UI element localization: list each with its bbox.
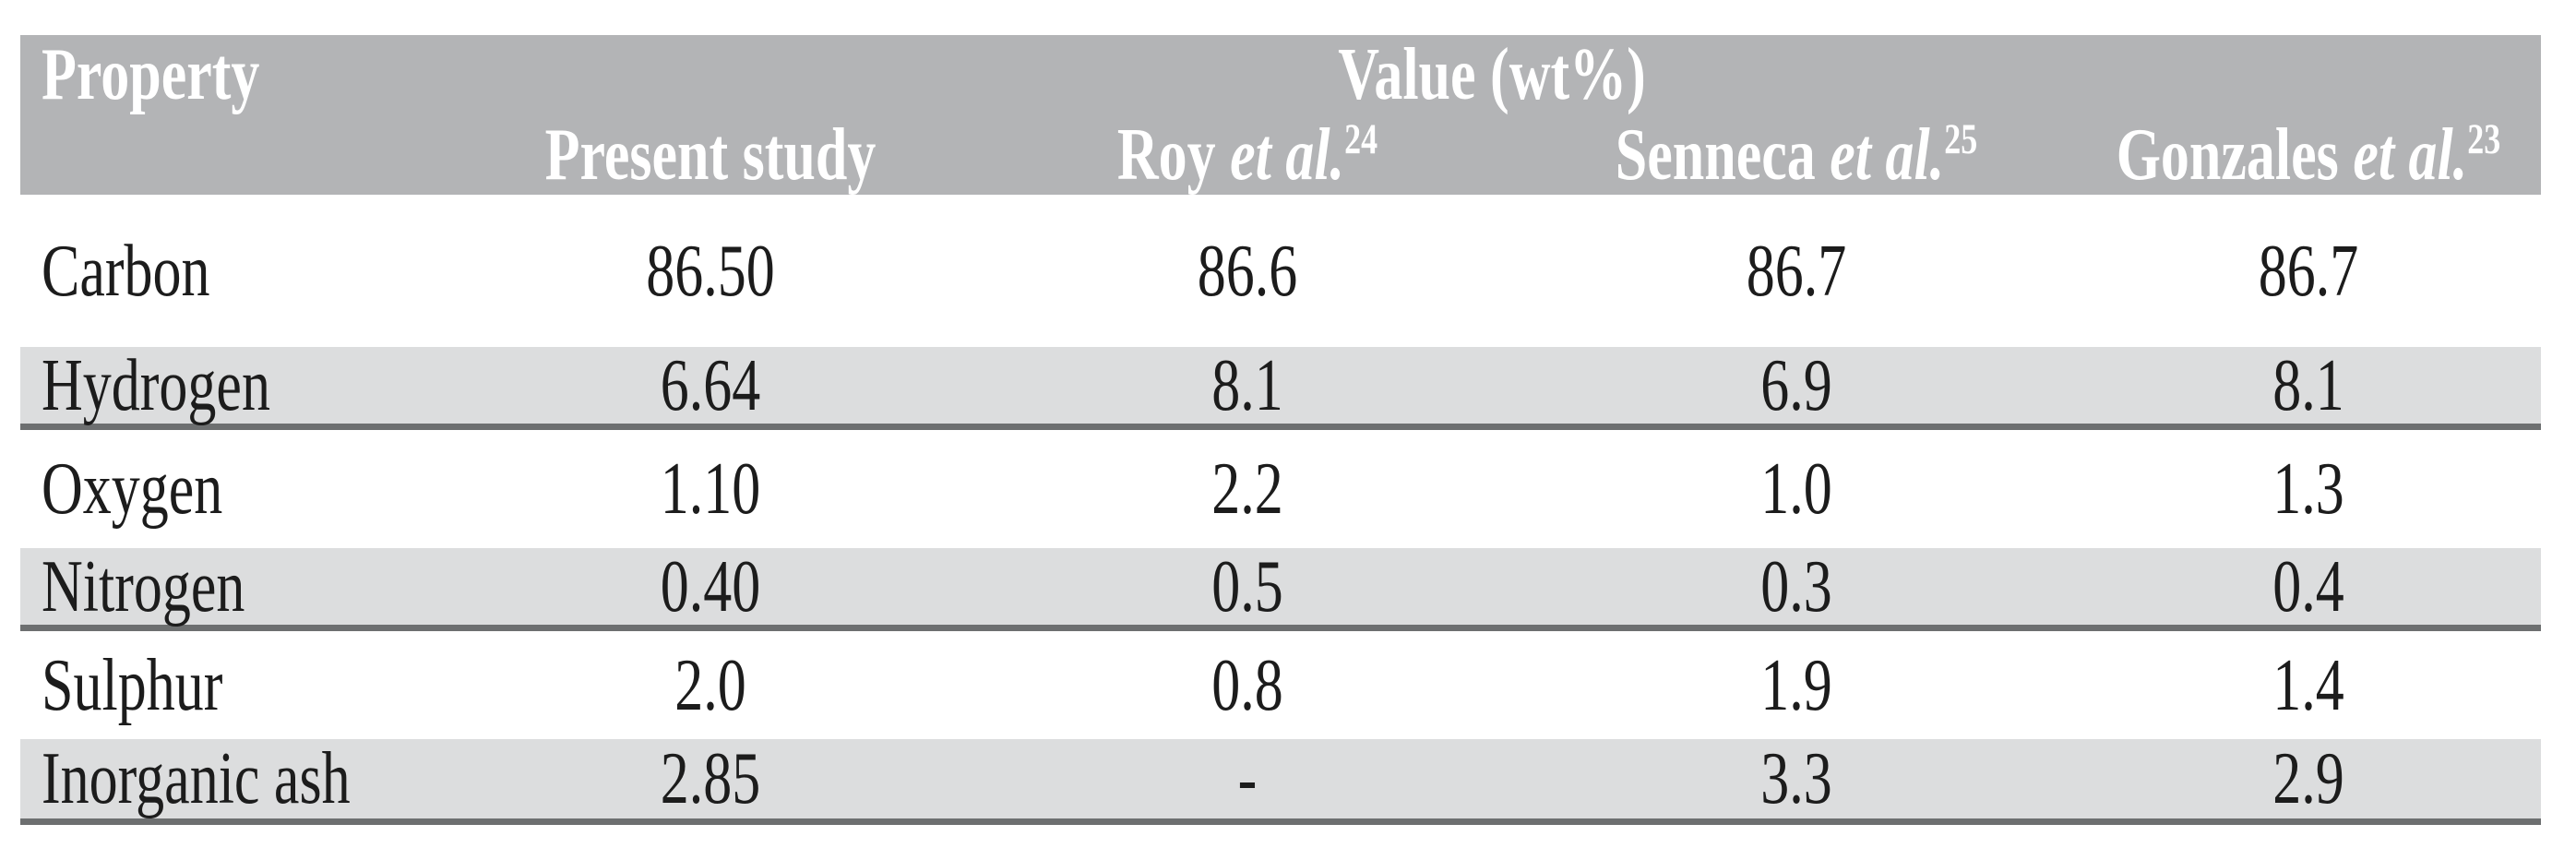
column-header-etal: et al. (2353, 113, 2468, 196)
column-header-senneca: Senneca et al.25 (1517, 114, 2076, 195)
property-column-header-label: Property (42, 33, 260, 116)
column-header-gonzales: Gonzales et al.23 (2076, 114, 2541, 195)
value-cell: - (978, 739, 1517, 818)
value-roy: 0.5 (1211, 545, 1283, 627)
property-column-header: Property (20, 35, 443, 114)
value-cell: 0.5 (978, 548, 1517, 625)
value-cell: 3.3 (1517, 739, 2076, 818)
elemental-composition-table: Property Value (wt%) Present study Roy e… (20, 35, 2541, 825)
value-roy: 2.2 (1211, 448, 1283, 531)
value-cell: 6.64 (443, 347, 978, 424)
column-header-etal: et al. (1830, 113, 1945, 196)
value-cell: 2.2 (978, 430, 1517, 548)
value-present-study: 2.85 (660, 737, 761, 820)
property-label: Nitrogen (42, 545, 245, 627)
value-present-study: 1.10 (660, 448, 761, 531)
value-senneca: 0.3 (1760, 545, 1832, 627)
value-cell: 1.4 (2076, 631, 2541, 739)
value-cell: 1.9 (1517, 631, 2076, 739)
value-present-study: 2.0 (674, 644, 746, 726)
value-gonzales: 1.4 (2272, 644, 2344, 726)
value-senneca: 1.0 (1760, 448, 1832, 531)
value-cell: 2.0 (443, 631, 978, 739)
value-senneca: 1.9 (1760, 644, 1832, 726)
value-senneca: 6.9 (1760, 344, 1832, 426)
value-cell: 1.10 (443, 430, 978, 548)
value-gonzales: 86.7 (2258, 230, 2359, 312)
value-cell: 1.0 (1517, 430, 2076, 548)
value-cell: 0.4 (2076, 548, 2541, 625)
value-cell: 6.9 (1517, 347, 2076, 424)
column-header-text: Senneca (1615, 113, 1831, 196)
column-header-citation: 24 (1344, 113, 1378, 162)
value-present-study: 0.40 (660, 545, 761, 627)
header-spacer-cell (20, 114, 443, 195)
property-cell: Oxygen (20, 430, 443, 548)
property-cell: Hydrogen (20, 347, 443, 424)
property-cell: Sulphur (20, 631, 443, 739)
value-cell: 1.3 (2076, 430, 2541, 548)
value-gonzales: 1.3 (2272, 448, 2344, 531)
table-row-nitrogen: Nitrogen 0.40 0.5 0.3 0.4 (20, 548, 2541, 631)
column-header-label: Present study (545, 117, 877, 192)
table-row-sulphur: Sulphur 2.0 0.8 1.9 1.4 (20, 631, 2541, 739)
column-header-label: Gonzales et al.23 (2117, 113, 2501, 192)
value-roy: 8.1 (1211, 344, 1283, 426)
property-label: Carbon (42, 230, 210, 312)
value-cell: 2.9 (2076, 739, 2541, 818)
table-header-row-2: Present study Roy et al.24 Senneca et al… (20, 114, 2541, 195)
property-label: Hydrogen (42, 344, 270, 426)
table-row-carbon: Carbon 86.50 86.6 86.7 86.7 (20, 195, 2541, 347)
value-cell: 0.3 (1517, 548, 2076, 625)
value-roy: - (1237, 737, 1258, 820)
property-label: Sulphur (42, 644, 223, 726)
property-label: Inorganic ash (42, 737, 351, 820)
value-roy: 0.8 (1211, 644, 1283, 726)
value-cell: 86.7 (2076, 195, 2541, 347)
value-gonzales: 2.9 (2272, 737, 2344, 820)
value-cell: 86.6 (978, 195, 1517, 347)
value-roy: 86.6 (1197, 230, 1298, 312)
table-row-inorganic-ash: Inorganic ash 2.85 - 3.3 2.9 (20, 739, 2541, 825)
column-header-text: Gonzales (2116, 113, 2354, 196)
column-header-roy: Roy et al.24 (978, 114, 1517, 195)
value-cell: 0.40 (443, 548, 978, 625)
table-header: Property Value (wt%) Present study Roy e… (20, 35, 2541, 195)
value-cell: 0.8 (978, 631, 1517, 739)
value-cell: 8.1 (2076, 347, 2541, 424)
property-cell: Inorganic ash (20, 739, 443, 818)
property-cell: Carbon (20, 195, 443, 347)
value-senneca: 86.7 (1746, 230, 1847, 312)
property-cell: Nitrogen (20, 548, 443, 625)
value-cell: 86.7 (1517, 195, 2076, 347)
column-header-citation: 25 (1944, 113, 1978, 162)
column-header-text: Roy (1116, 113, 1231, 196)
value-group-header: Value (wt%) (443, 35, 2541, 114)
value-present-study: 86.50 (646, 230, 775, 312)
column-header-citation: 23 (2467, 113, 2501, 162)
value-present-study: 6.64 (660, 344, 761, 426)
value-gonzales: 8.1 (2272, 344, 2344, 426)
table-header-row-1: Property Value (wt%) (20, 35, 2541, 114)
column-header-present-study: Present study (443, 114, 978, 195)
column-header-label: Roy et al.24 (1117, 113, 1378, 192)
value-senneca: 3.3 (1760, 737, 1832, 820)
column-header-text: Present study (544, 113, 877, 196)
table-row-oxygen: Oxygen 1.10 2.2 1.0 1.3 (20, 430, 2541, 548)
value-cell: 86.50 (443, 195, 978, 347)
table-row-hydrogen: Hydrogen 6.64 8.1 6.9 8.1 (20, 347, 2541, 430)
property-label: Oxygen (42, 448, 223, 531)
value-cell: 2.85 (443, 739, 978, 818)
column-header-label: Senneca et al.25 (1616, 113, 1978, 192)
value-gonzales: 0.4 (2272, 545, 2344, 627)
value-group-header-label: Value (wt%) (1338, 33, 1646, 116)
column-header-etal: et al. (1230, 113, 1345, 196)
value-cell: 8.1 (978, 347, 1517, 424)
